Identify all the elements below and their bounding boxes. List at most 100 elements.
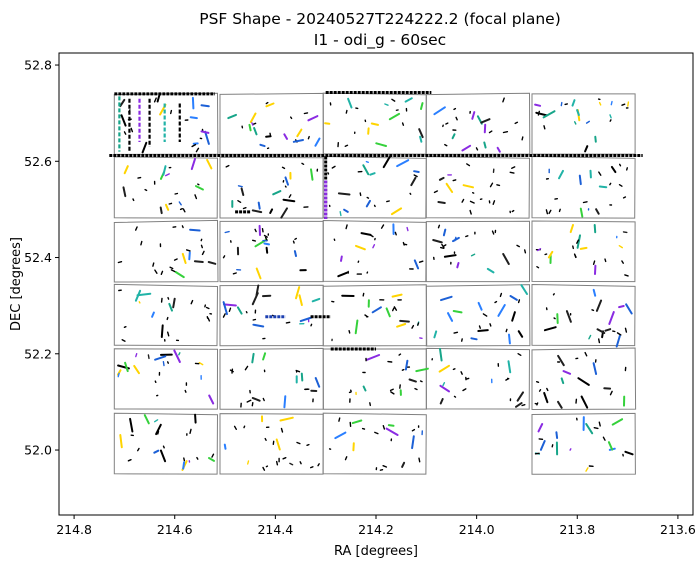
psf-whisker [365,160,369,164]
psf-whisker [615,335,621,348]
psf-whisker [576,234,581,249]
psf-whisker [265,101,269,105]
psf-whisker [478,325,481,329]
psf-whisker [264,437,267,441]
psf-whisker [398,353,402,356]
psf-whisker [246,399,252,403]
psf-whisker [573,253,577,259]
psf-whisker [164,173,170,177]
psf-whisker [558,208,561,213]
psf-whisker [413,170,420,173]
psf-whisker [337,192,351,196]
psf-whisker [543,326,557,332]
psf-whisker [132,198,135,202]
psf-whisker [598,171,602,176]
ota-outline [113,219,219,283]
psf-whisker [337,271,348,278]
psf-whisker [486,267,495,274]
psf-whisker [535,111,548,117]
psf-whisker [365,199,371,208]
psf-whisker [168,202,173,205]
psf-whisker [551,444,554,448]
psf-whisker [160,324,164,338]
psf-whisker [225,164,230,168]
psf-whisker [545,209,549,215]
psf-whisker [372,243,376,249]
psf-whisker [622,196,627,199]
psf-whisker [174,192,179,195]
psf-whisker [609,119,612,122]
psf-whisker [393,306,398,311]
psf-whisker [331,165,336,169]
psf-whisker [345,109,348,114]
psf-whisker [411,324,415,329]
psf-whisker [155,423,162,436]
psf-whisker [165,203,170,211]
psf-whisker [598,421,601,427]
psf-whisker [324,122,331,125]
psf-whisker [138,301,141,304]
psf-whisker [262,397,265,402]
psf-whisker [299,461,302,465]
psf-whisker [382,155,391,169]
psf-whisker [574,121,577,125]
psf-whisker [162,165,167,176]
psf-whisker [355,244,366,251]
psf-whisker [483,141,487,149]
psf-whisker [560,101,563,107]
psf-whisker [520,284,528,295]
psf-whisker [392,307,395,312]
psf-whisker [598,338,601,344]
psf-whisker [140,240,143,246]
psf-whisker [296,128,303,138]
psf-whisker [130,127,134,133]
psf-whisker [222,301,228,316]
psf-whisker [263,242,270,246]
psf-whisker [387,424,395,427]
psf-whisker [477,329,489,332]
psf-whisker [153,419,159,423]
psf-whisker [585,120,590,124]
psf-whisker [588,334,592,340]
psf-whisker [382,425,386,430]
psf-whisker [317,463,320,467]
psf-whisker [159,449,167,463]
psf-whisker [119,434,123,449]
psf-whisker [461,338,463,342]
psf-whisker [134,289,142,302]
psf-whisker [611,418,624,426]
psf-whisker [517,299,521,304]
psf-whisker [195,185,204,191]
psf-whisker [166,316,169,321]
psf-whisker [488,130,493,134]
ota-outline [531,283,636,347]
psf-whisker [546,387,549,392]
psf-whisker [290,116,293,120]
psf-whisker [480,118,491,124]
psf-whisker [577,377,590,386]
psf-whisker [293,250,297,257]
psf-whisker [413,259,420,270]
ota-outline [425,284,531,347]
psf-whisker [360,232,372,236]
psf-whisker [511,209,515,213]
psf-whisker [298,294,303,306]
psf-whisker [119,98,126,108]
psf-whisker [301,162,305,166]
psf-whisker [461,144,472,152]
psf-whisker [610,100,613,106]
psf-whisker [178,352,181,356]
psf-whisker [255,267,262,280]
psf-whisker [181,252,187,264]
psf-whisker [240,187,245,196]
psf-whisker [505,328,508,333]
psf-whisker [511,311,516,322]
psf-whisker [595,208,600,215]
psf-whisker [619,163,622,167]
psf-whisker [582,201,588,204]
psf-whisker [560,377,565,385]
psf-whiskers [116,94,634,472]
psf-whisker [207,261,217,265]
psf-whisker [382,465,388,468]
chart-subtitle: I1 - odi_g - 60sec [314,31,446,50]
